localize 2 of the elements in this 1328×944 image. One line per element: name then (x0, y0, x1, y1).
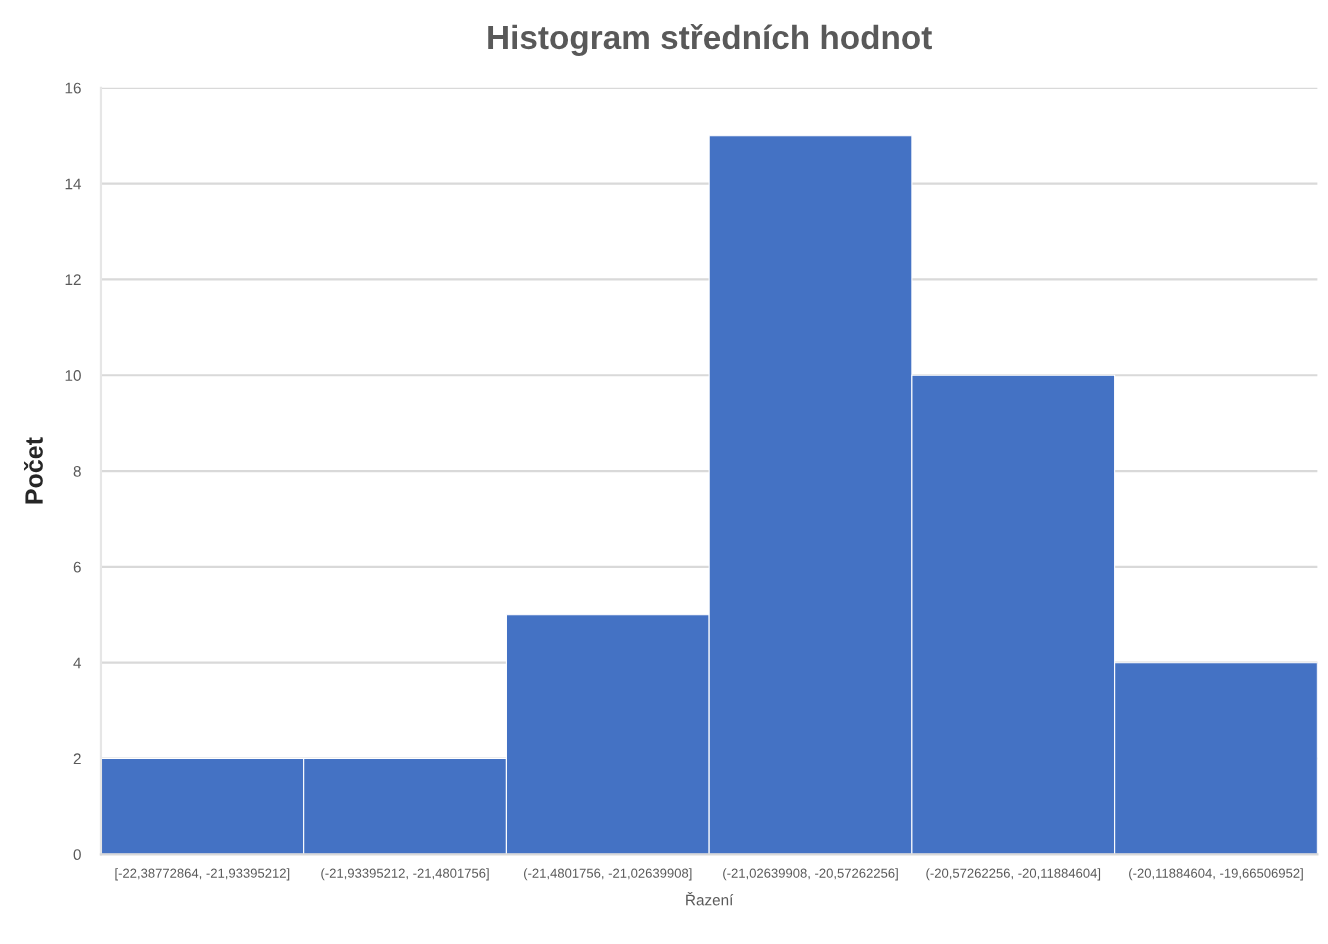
y-axis-title: Počet (23, 437, 43, 504)
chart-title: Histogram středních hodnot (488, 24, 932, 56)
